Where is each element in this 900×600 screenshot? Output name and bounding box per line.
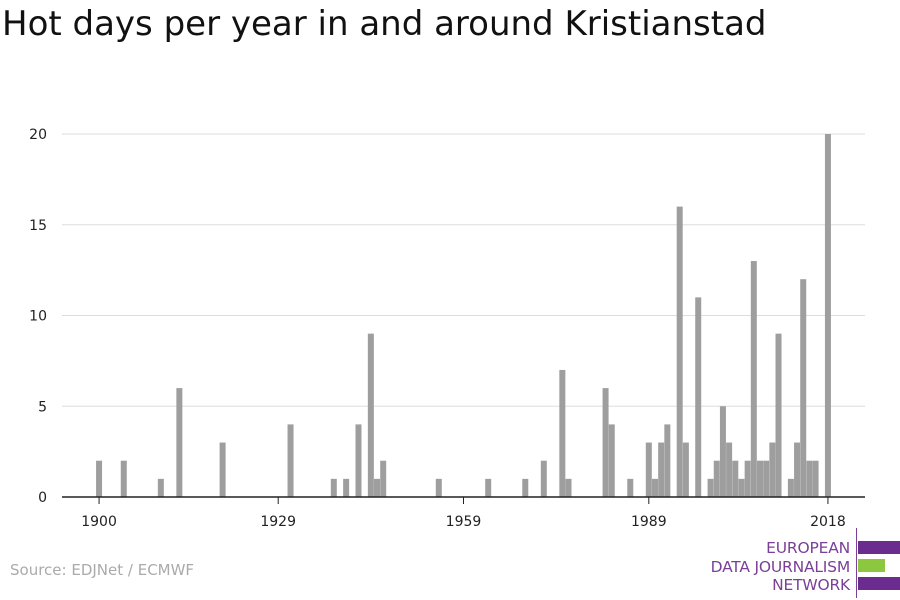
bar-2015 [806,460,813,497]
bar-1946 [380,460,387,497]
bar-1944 [367,333,374,497]
x-tick-label: 2018 [810,514,846,530]
bar-1991 [658,442,665,497]
bar-2010 [775,333,782,497]
y-tick-label: 20 [29,127,47,143]
bar-1913 [176,388,183,497]
bar-2001 [719,406,726,497]
logo-line-2: DATA JOURNALISM [710,558,851,576]
x-tick-label: 1900 [81,514,117,530]
bar-layer [96,134,831,497]
bar-1989 [645,442,652,497]
logo-bar-purple-top [858,541,900,554]
bar-2009 [769,442,776,497]
bar-1942 [355,424,362,497]
bar-1940 [343,478,350,497]
bar-1931 [287,424,294,497]
y-tick-label: 5 [38,399,47,415]
grid-layer [62,133,865,407]
logo-bar-green [858,559,885,572]
bar-1955 [435,478,442,497]
bar-1986 [627,478,634,497]
logo-line-3: NETWORK [772,576,850,594]
edjnet-logo: EUROPEAN DATA JOURNALISM NETWORK [700,528,900,600]
x-tick-label: 1959 [446,514,482,530]
bar-1945 [374,478,381,497]
bar-chart: 0 5 10 15 20 1900 1929 1959 1989 2018 [29,127,865,530]
logo-bar-purple-bottom [858,577,900,590]
y-tick-label: 10 [29,309,47,325]
bar-1920 [219,442,226,497]
bar-2002 [726,442,733,497]
bar-1976 [565,478,572,497]
bar-2000 [713,460,720,497]
bar-1904 [120,460,127,497]
bar-2008 [763,460,770,497]
bar-2018 [824,134,831,497]
bar-1994 [676,206,683,497]
bar-2004 [738,478,745,497]
chart-title: Hot days per year in and around Kristian… [2,4,767,44]
bar-2013 [794,442,801,497]
bar-1997 [695,297,702,497]
x-tick-label: 1929 [260,514,296,530]
bar-1938 [330,478,337,497]
logo-separator [856,528,857,598]
axis-layer: 0 5 10 15 20 1900 1929 1959 1989 2018 [29,127,865,530]
bar-1992 [664,424,671,497]
bar-1995 [682,442,689,497]
source-note: Source: EDJNet / ECMWF [10,561,195,579]
bar-1983 [608,424,615,497]
bar-1900 [96,460,103,497]
bar-1910 [157,478,164,497]
bar-2005 [744,460,751,497]
logo-line-1: EUROPEAN [766,539,850,557]
bar-1990 [651,478,658,497]
bar-1982 [602,388,609,497]
bar-1975 [559,369,566,497]
y-tick-label: 0 [38,490,47,506]
bar-2016 [812,460,819,497]
bar-1969 [522,478,529,497]
bar-2014 [800,279,807,497]
bar-2003 [732,460,739,497]
bar-1972 [540,460,547,497]
bar-1999 [707,478,714,497]
bar-1963 [485,478,492,497]
y-tick-label: 15 [29,218,47,234]
bar-2012 [787,478,794,497]
bar-2007 [756,460,763,497]
x-tick-label: 1989 [631,514,667,530]
bar-2006 [750,261,757,497]
